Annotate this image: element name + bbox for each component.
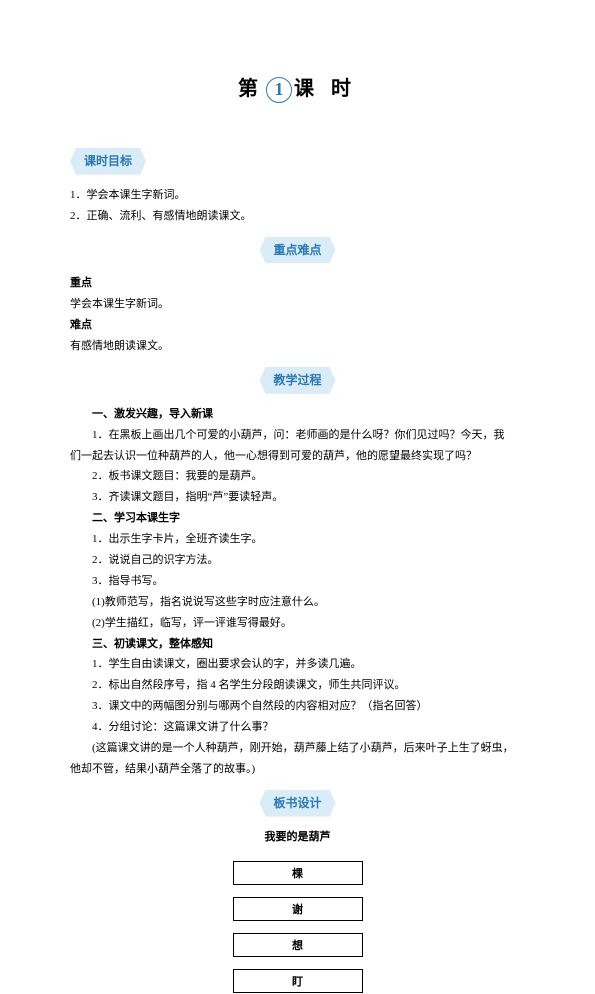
process-line: 2．板书课文题目：我要的是葫芦。 xyxy=(70,466,525,487)
board-box: 谢 xyxy=(233,897,363,921)
title-number: 1 xyxy=(266,77,292,103)
keypoint-text: 学会本课生字新词。 xyxy=(70,294,525,315)
process-line: 2．标出自然段序号，指 4 名学生分段朗读课文，师生共同评议。 xyxy=(70,675,525,696)
objective-line: 2．正确、流利、有感情地朗读课文。 xyxy=(70,206,525,227)
process-body: 一、激发兴趣，导入新课1．在黑板上画出几个可爱的小葫芦，问：老师画的是什么呀？你… xyxy=(70,404,525,780)
section-header-objectives: 课时目标 xyxy=(70,148,146,175)
objectives-body: 1．学会本课生字新词。 2．正确、流利、有感情地朗读课文。 xyxy=(70,185,525,227)
process-line: 1．学生自由读课文，圈出要求会认的字，并多读几遍。 xyxy=(70,654,525,675)
keypoints-body: 重点 学会本课生字新词。 难点 有感情地朗读课文。 xyxy=(70,273,525,357)
board-box: 棵 xyxy=(233,861,363,885)
difficulty-text: 有感情地朗读课文。 xyxy=(70,336,525,357)
process-line: (1)教师范写，指名说说写这些字时应注意什么。 xyxy=(70,592,525,613)
process-line: 3．齐读课文题目，指明“芦”要读轻声。 xyxy=(70,487,525,508)
process-line: 4．分组讨论：这篇课文讲了什么事？ xyxy=(70,717,525,738)
board-box: 想 xyxy=(233,933,363,957)
keypoint-label: 重点 xyxy=(70,273,525,294)
process-line: 他却不管，结果小葫芦全落了的故事。) xyxy=(70,759,525,780)
process-line: 一、激发兴趣，导入新课 xyxy=(70,404,525,425)
process-line: 1．在黑板上画出几个可爱的小葫芦，问：老师画的是什么呀？你们见过吗？今天，我 xyxy=(70,425,525,446)
title-pre: 第 xyxy=(238,78,264,100)
process-line: (这篇课文讲的是一个人种葫芦，刚开始，葫芦藤上结了小葫芦，后来叶子上生了蚜虫， xyxy=(70,738,525,759)
title-post: 课 时 xyxy=(294,78,357,100)
section-header-keypoints: 重点难点 xyxy=(259,237,335,264)
section-header-board: 板书设计 xyxy=(259,790,335,817)
process-line: 2．说说自己的识字方法。 xyxy=(70,550,525,571)
process-line: (2)学生描红，临写，评一评谁写得最好。 xyxy=(70,613,525,634)
section-header-process: 教学过程 xyxy=(259,367,335,394)
process-line: 三、初读课文，整体感知 xyxy=(70,634,525,655)
process-line: 3．指导书写。 xyxy=(70,571,525,592)
process-line: 3．课文中的两幅图分别与哪两个自然段的内容相对应？（指名回答） xyxy=(70,696,525,717)
objective-line: 1．学会本课生字新词。 xyxy=(70,185,525,206)
page-title: 第1课 时 xyxy=(70,70,525,108)
board-title: 我要的是葫芦 xyxy=(70,827,525,848)
process-line: 1．出示生字卡片，全班齐读生字。 xyxy=(70,529,525,550)
board-box: 盯 xyxy=(233,969,363,993)
process-line: 二、学习本课生字 xyxy=(70,508,525,529)
board-boxes: 棵 谢 想 盯 xyxy=(70,861,525,993)
process-line: 们一起去认识一位种葫芦的人，他一心想得到可爱的葫芦，他的愿望最终实现了吗？ xyxy=(70,446,525,467)
difficulty-label: 难点 xyxy=(70,315,525,336)
